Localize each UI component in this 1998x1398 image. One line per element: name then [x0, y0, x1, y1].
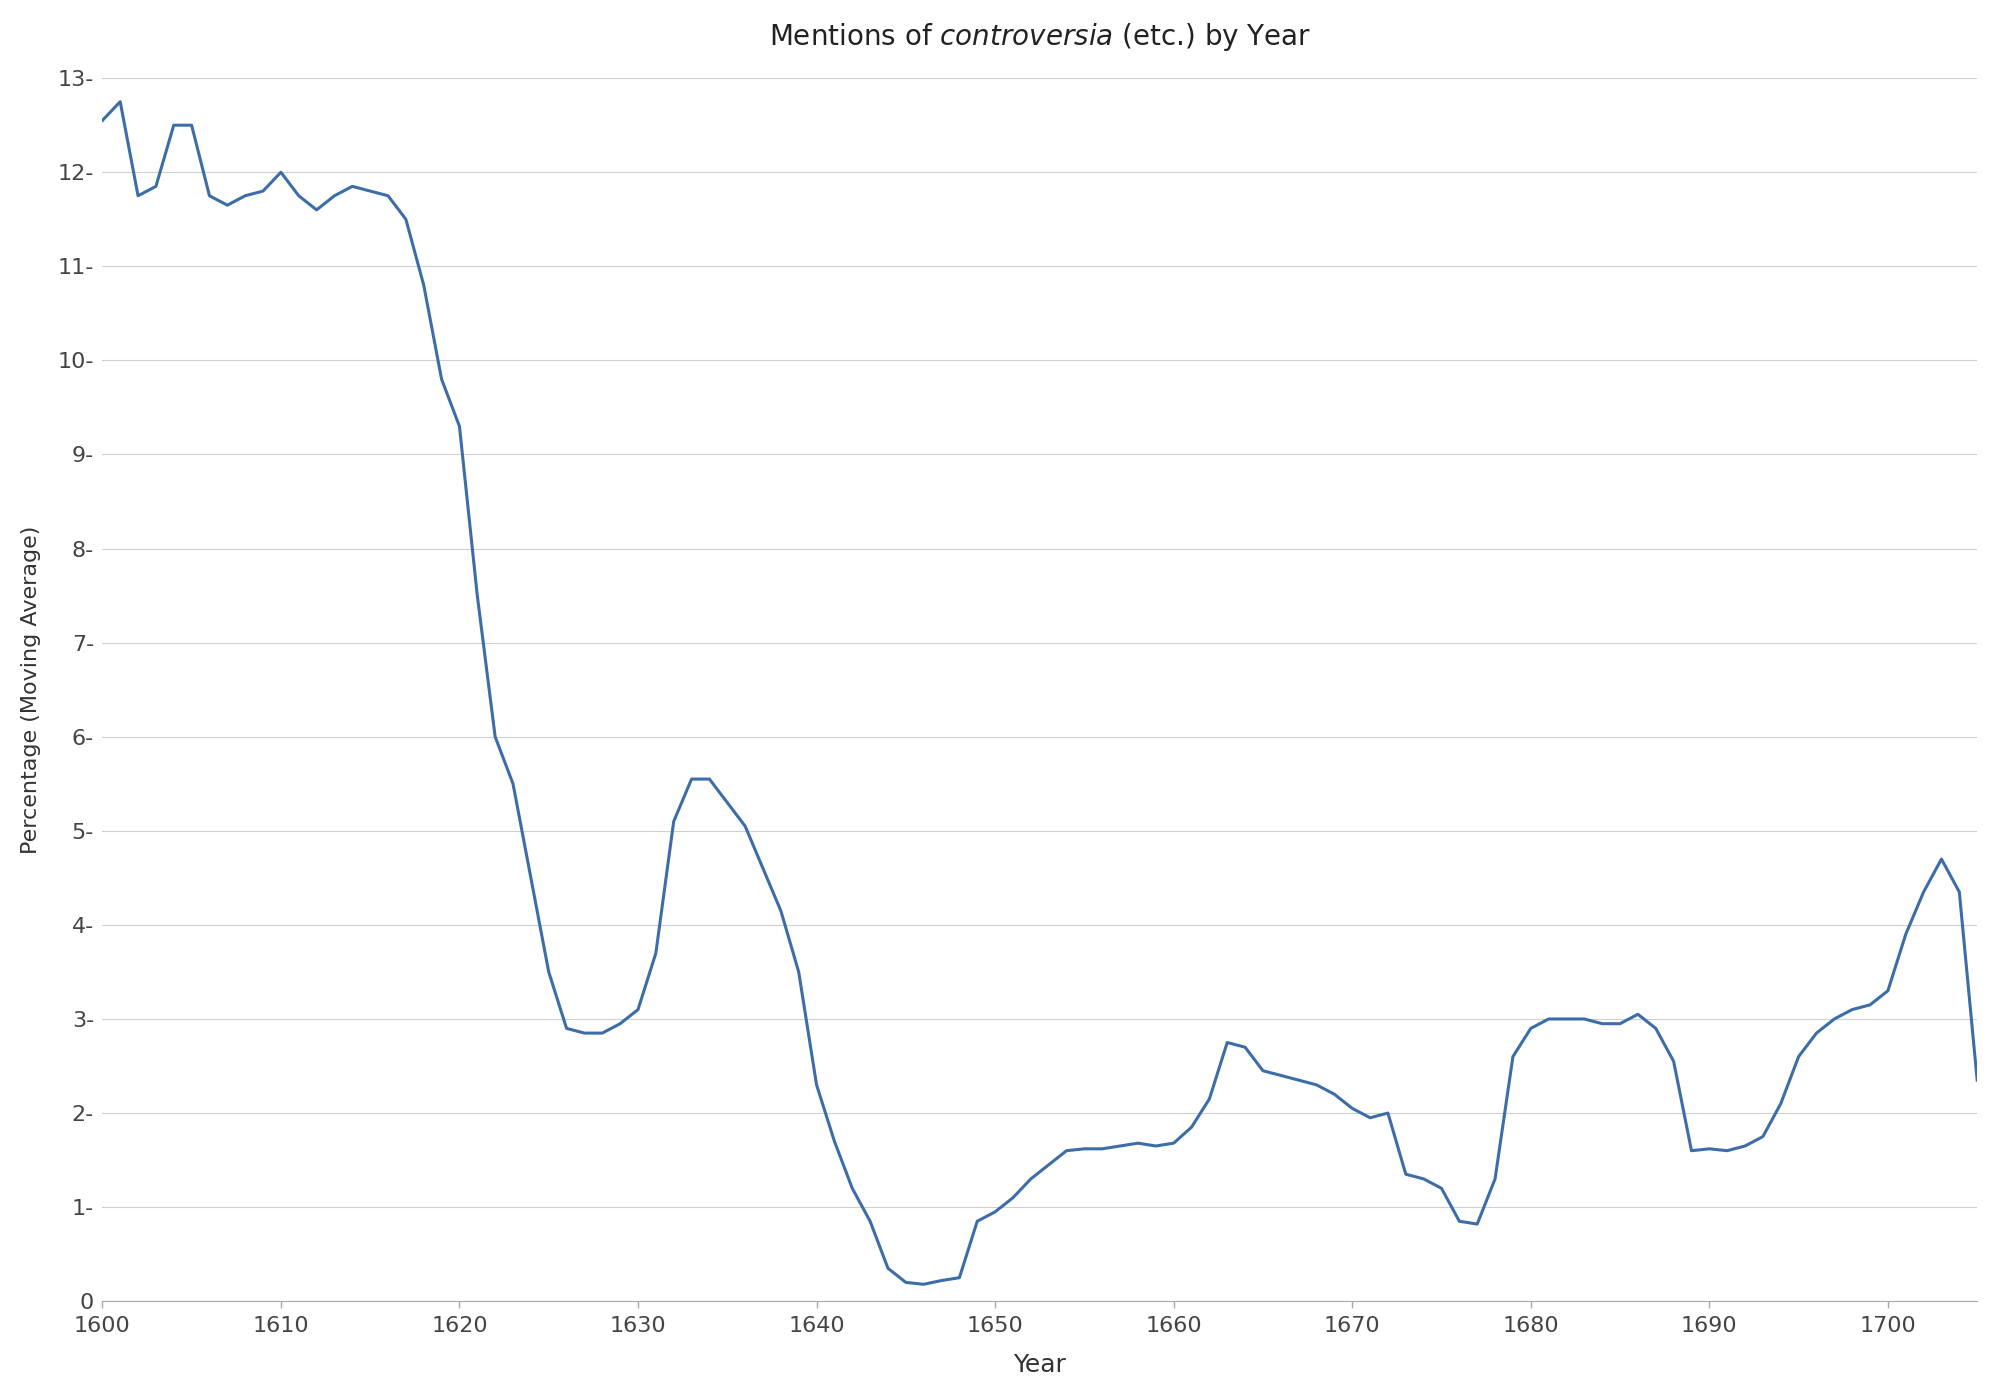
- Y-axis label: Percentage (Moving Average): Percentage (Moving Average): [20, 526, 40, 854]
- X-axis label: Year: Year: [1013, 1353, 1067, 1377]
- Title: Mentions of $\it{controversia}$ (etc.) by Year: Mentions of $\it{controversia}$ (etc.) b…: [769, 21, 1311, 53]
